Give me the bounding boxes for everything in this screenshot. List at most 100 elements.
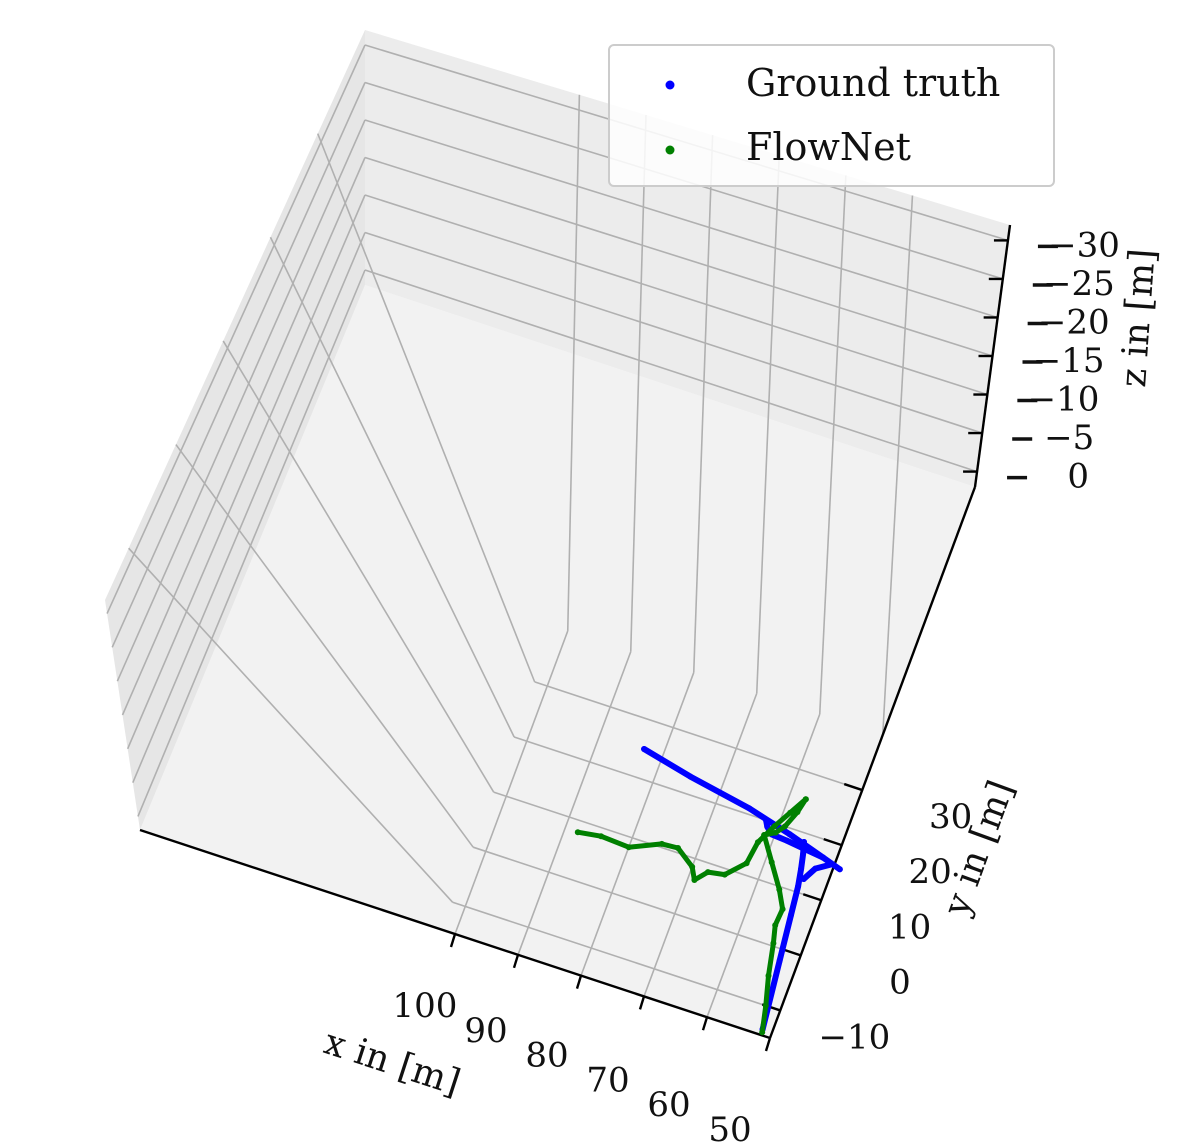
grid-line-x-wall: [629, 114, 647, 652]
grid-line-z: [364, 269, 978, 473]
data-point: [770, 940, 777, 947]
y-tick-label: 0: [889, 962, 911, 1002]
z-tick-label: −5: [1044, 418, 1094, 458]
x-axis-label: x in [m]: [319, 1022, 465, 1104]
tick-labels: 1009080706050−100102030−30−25−20−15−10−5…: [393, 225, 1120, 1146]
grid-line-z-side: [116, 119, 366, 682]
data-point: [675, 845, 681, 851]
data-point: [836, 866, 843, 873]
data-point: [765, 972, 772, 979]
grid-line-x-wall: [881, 195, 914, 735]
grid-line-x-wall: [818, 175, 847, 715]
x-tick: [449, 933, 457, 948]
grid-line-z-side: [126, 194, 366, 750]
series-flownet: [574, 796, 809, 1036]
grid-line-y: [452, 901, 781, 1012]
data-point: [763, 817, 770, 824]
y-tick: [782, 948, 802, 957]
data-point: [754, 839, 761, 846]
grid-line-x: [643, 693, 758, 997]
grid-line-y: [472, 846, 802, 957]
data-point: [687, 773, 694, 780]
legend-label-flownet: FlowNet: [746, 125, 911, 169]
data-point: [828, 861, 834, 868]
y-tick-label: 20: [908, 852, 951, 892]
grid-line-x-wall: [692, 135, 714, 673]
data-point: [658, 840, 665, 847]
back-wall-pane: [365, 30, 1010, 487]
x-tick: [512, 954, 520, 969]
data-point: [772, 922, 779, 929]
data-point: [771, 823, 778, 830]
z-tick-label: 0: [1067, 457, 1089, 497]
grid-line-z: [364, 231, 983, 434]
data-point: [704, 869, 711, 876]
x-tick-label: 50: [708, 1110, 751, 1146]
z-axis-label: z in [m]: [1113, 247, 1164, 388]
data-point: [800, 876, 807, 882]
grid-line-z-side: [106, 44, 366, 614]
z-tick-label: −25: [1043, 264, 1115, 304]
side-wall-pane: [105, 30, 365, 830]
z-tick-label: −20: [1038, 302, 1110, 342]
data-point: [795, 883, 802, 890]
data-point: [787, 809, 794, 816]
data-point: [788, 912, 794, 918]
data-point: [598, 833, 604, 840]
data-point: [783, 837, 790, 844]
data-point: [776, 886, 783, 893]
y-tick: [823, 838, 843, 847]
data-point: [782, 823, 788, 830]
series-layer: [574, 746, 843, 1036]
data-point: [786, 831, 793, 837]
grid-line-z-side: [137, 269, 366, 817]
data-point: [764, 823, 771, 830]
grid-line-y-wall: [128, 547, 454, 903]
data-point: [691, 877, 698, 883]
data-point: [800, 851, 807, 857]
data-point: [641, 746, 648, 752]
grid-line-y: [534, 681, 863, 791]
grid-line-z-side: [132, 232, 366, 783]
grid-line-z-side: [111, 82, 366, 648]
data-point: [772, 829, 779, 836]
data-point: [794, 809, 801, 815]
data-point: [812, 865, 819, 872]
x-tick: [701, 1016, 709, 1031]
y-tick: [843, 782, 863, 792]
grid-line-z: [364, 156, 993, 357]
data-point: [776, 957, 783, 964]
x-tick-label: 90: [464, 1011, 507, 1051]
grid-line-x-wall: [755, 155, 781, 694]
data-point: [802, 796, 809, 803]
data-point: [762, 1002, 769, 1009]
data-point: [689, 863, 696, 870]
x-tick-label: 100: [393, 986, 458, 1026]
grid-line-z: [364, 119, 998, 319]
data-point: [625, 844, 632, 851]
data-point: [761, 832, 768, 838]
data-point: [574, 829, 581, 836]
y-tick-label: 30: [929, 797, 972, 837]
series-path: [575, 796, 809, 883]
x-tick-label: 60: [647, 1085, 690, 1125]
grid-line-x-wall: [566, 94, 581, 631]
y-axis-line: [768, 486, 977, 1039]
legend: Ground truth FlowNet: [608, 44, 1055, 187]
z-tick-label: −30: [1048, 225, 1120, 265]
y-tick: [802, 893, 822, 902]
z-tick-label: −10: [1028, 380, 1100, 420]
data-point: [801, 839, 807, 845]
legend-label-ground-truth: Ground truth: [746, 61, 1000, 105]
data-point: [721, 871, 728, 878]
legend-marker-flownet: [665, 145, 675, 155]
grid-line-y-wall: [316, 133, 536, 683]
legend-frame: [608, 44, 1055, 187]
grid-line-z: [364, 194, 988, 396]
legend-marker-ground-truth: [665, 80, 675, 90]
grid-line-y-wall: [175, 444, 474, 848]
grid-line-y-wall: [222, 340, 495, 793]
x-tick-label: 80: [525, 1036, 568, 1076]
grid-line-z-side: [121, 157, 366, 716]
